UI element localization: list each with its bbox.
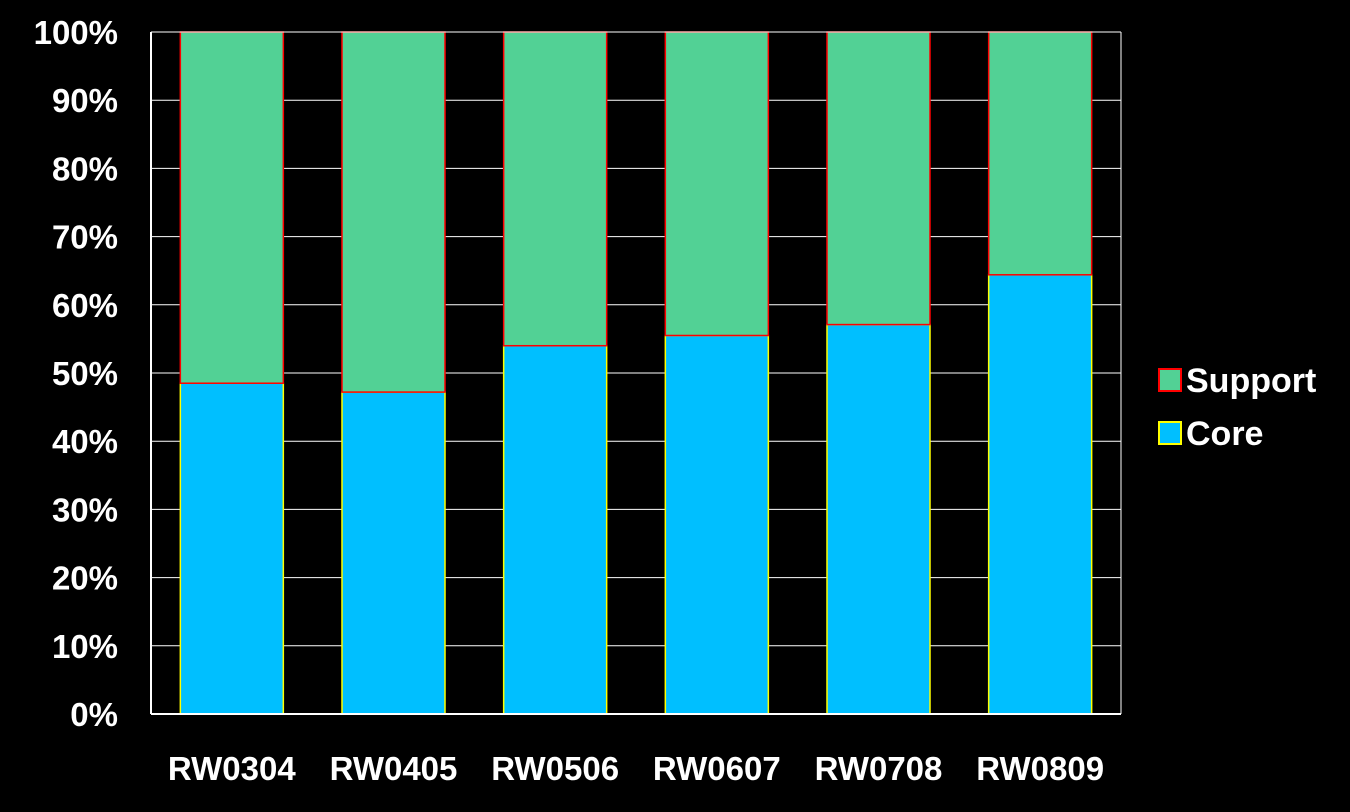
bar-core-rw0708 (826, 323, 931, 715)
bar-core-rw0405 (341, 391, 446, 715)
legend: Support Core (1158, 362, 1316, 453)
y-tick-label: 0% (70, 696, 118, 733)
x-tick-label: RW0506 (491, 750, 619, 787)
y-tick-label: 30% (52, 491, 118, 528)
y-tick-label: 10% (52, 628, 118, 665)
y-tick-label: 80% (52, 150, 118, 187)
y-tick-label: 50% (52, 355, 118, 392)
bar-core-rw0809 (987, 274, 1093, 715)
bar-support-rw0304 (179, 31, 285, 384)
x-tick-label: RW0607 (653, 750, 781, 787)
bar-core-rw0304 (179, 382, 285, 715)
x-tick-label: RW0405 (330, 750, 458, 787)
legend-swatch-core (1158, 421, 1182, 445)
bar-support-rw0506 (502, 31, 608, 347)
y-tick-labels: 0% 10% 20% 30% 40% 50% 60% 70% 80% 90% 100% (34, 14, 118, 733)
y-tick-label: 40% (52, 423, 118, 460)
grid-layer (151, 31, 1121, 647)
legend-label-core: Core (1186, 415, 1263, 453)
legend-label-support: Support (1186, 362, 1316, 400)
bar-support-rw0405 (341, 31, 446, 393)
bar-support-rw0607 (664, 31, 770, 337)
x-tick-label: RW0708 (815, 750, 943, 787)
legend-swatch-support (1158, 368, 1182, 392)
y-tick-label: 20% (52, 560, 118, 597)
bar-support-rw0708 (826, 31, 931, 326)
bar-support-rw0809 (987, 31, 1093, 276)
axis-layer (150, 31, 1122, 715)
bar-core-rw0506 (502, 344, 608, 715)
y-tick-label: 100% (34, 14, 118, 51)
bar-layer (179, 31, 1093, 715)
x-tick-label: RW0809 (976, 750, 1104, 787)
x-tick-labels: RW0304 RW0405 RW0506 RW0607 RW0708 RW0809 (168, 750, 1104, 787)
y-tick-label: 90% (52, 82, 118, 119)
x-tick-label: RW0304 (168, 750, 296, 787)
y-tick-label: 70% (52, 219, 118, 256)
y-tick-label: 60% (52, 287, 118, 324)
bar-core-rw0607 (664, 334, 770, 715)
